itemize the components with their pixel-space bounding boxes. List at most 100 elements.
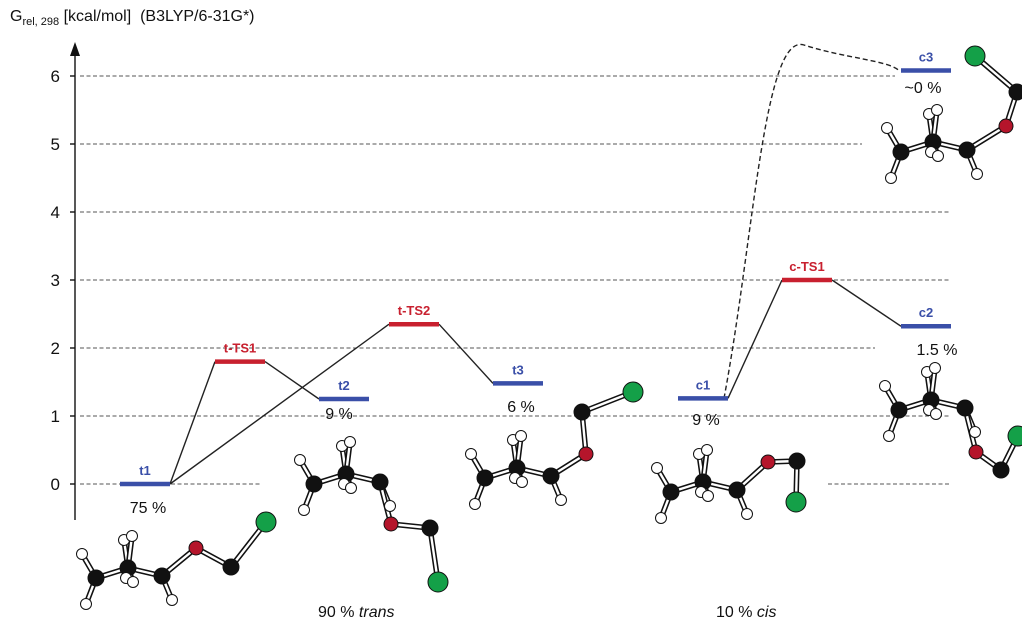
population-c3: ~0 % <box>905 80 942 97</box>
y-tick-label: 5 <box>51 135 60 154</box>
carbon-atom <box>728 481 746 499</box>
chlorine-atom <box>785 491 807 513</box>
oxygen-atom <box>998 118 1014 134</box>
state-label-c2: c2 <box>919 305 933 320</box>
oxygen-atom <box>188 540 204 556</box>
state-label-t3: t3 <box>512 362 524 377</box>
connector <box>264 361 320 400</box>
population-c1: 9 % <box>692 412 720 429</box>
hydrogen-atom <box>885 172 897 184</box>
carbon-atom <box>573 403 591 421</box>
state-label-tTS2: t-TS2 <box>398 303 431 318</box>
chlorine-atom <box>427 571 449 593</box>
carbon-atom <box>371 473 389 491</box>
state-label-tTS1: t-TS1 <box>224 341 257 356</box>
energy-levels: t1 75 % t-TS1 t2 9 % t-TS2 t3 6 % c1 9 % c-TS1 c2 1.… <box>120 50 957 517</box>
hydrogen-atom <box>469 498 481 510</box>
hydrogen-atom <box>344 436 356 448</box>
hydrogen-atom <box>126 530 138 542</box>
hydrogen-atom <box>651 462 663 474</box>
population-t3: 6 % <box>507 399 535 416</box>
carbon-atom <box>542 467 560 485</box>
oxygen-atom <box>383 516 399 532</box>
chlorine-atom <box>1007 425 1022 447</box>
chlorine-atom <box>964 45 986 67</box>
y-axis-title: Grel, 298 [kcal/mol] (B3LYP/6-31G*) <box>10 8 255 29</box>
y-tick-label: 1 <box>51 407 60 426</box>
carbon-atom <box>476 469 494 487</box>
hydrogen-atom <box>555 494 567 506</box>
hydrogen-atom <box>298 504 310 516</box>
hydrogen-atom <box>516 476 528 488</box>
oxygen-atom <box>578 446 594 462</box>
hydrogen-atom <box>881 122 893 134</box>
molecule-c3 <box>881 45 1022 184</box>
carbon-atom <box>958 141 976 159</box>
hydrogen-atom <box>931 104 943 116</box>
population-c2: 1.5 % <box>917 342 958 359</box>
hydrogen-atom <box>76 548 88 560</box>
state-label-c3: c3 <box>919 50 933 65</box>
carbon-atom <box>890 401 908 419</box>
state-label-t2: t2 <box>338 378 350 393</box>
carbon-atom <box>892 143 910 161</box>
carbon-atom <box>87 569 105 587</box>
chlorine-atom <box>622 381 644 403</box>
carbon-atom <box>956 399 974 417</box>
chlorine-atom <box>255 511 277 533</box>
hydrogen-atom <box>294 454 306 466</box>
molecule-c1 <box>651 444 807 524</box>
hydrogen-atom <box>702 490 714 502</box>
hydrogen-atom <box>969 426 981 438</box>
hydrogen-atom <box>883 430 895 442</box>
population-t1: 75 % <box>130 500 166 517</box>
molecule-t1 <box>76 511 277 610</box>
y-axis-arrow <box>70 42 80 56</box>
molecule-t3 <box>465 381 644 510</box>
state-label-cTS1: c-TS1 <box>789 259 824 274</box>
connectors <box>169 43 902 485</box>
connector <box>438 323 494 384</box>
connector <box>727 279 783 399</box>
hydrogen-atom <box>741 508 753 520</box>
population-t2: 9 % <box>325 406 353 423</box>
y-tick-label: 0 <box>51 475 60 494</box>
connector-dashed <box>723 43 900 399</box>
hydrogen-atom <box>166 594 178 606</box>
hydrogen-atom <box>127 576 139 588</box>
hydrogen-atom <box>971 168 983 180</box>
carbon-atom <box>305 475 323 493</box>
hydrogen-atom <box>930 408 942 420</box>
molecule-t2 <box>294 436 449 593</box>
carbon-atom <box>788 452 806 470</box>
carbon-atom <box>153 567 171 585</box>
oxygen-atom <box>760 454 776 470</box>
y-tick-label: 4 <box>51 203 60 222</box>
molecule-c2 <box>879 362 1022 479</box>
hydrogen-atom <box>80 598 92 610</box>
oxygen-atom <box>968 444 984 460</box>
hydrogen-atom <box>345 482 357 494</box>
hydrogen-atom <box>932 150 944 162</box>
y-tick-label: 2 <box>51 339 60 358</box>
connector <box>169 323 390 485</box>
hydrogen-atom <box>701 444 713 456</box>
state-label-t1: t1 <box>139 463 151 478</box>
state-label-c1: c1 <box>696 377 710 392</box>
carbon-atom <box>421 519 439 537</box>
cis-summary: 10 % cis <box>716 604 777 621</box>
hydrogen-atom <box>879 380 891 392</box>
hydrogen-atom <box>929 362 941 374</box>
y-tick-label: 3 <box>51 271 60 290</box>
carbon-atom <box>1008 83 1022 101</box>
hydrogen-atom <box>465 448 477 460</box>
y-tick-label: 6 <box>51 67 60 86</box>
connector <box>831 279 902 327</box>
hydrogen-atom <box>515 430 527 442</box>
carbon-atom <box>992 461 1010 479</box>
hydrogen-atom <box>655 512 667 524</box>
hydrogen-atom <box>384 500 396 512</box>
carbon-atom <box>222 558 240 576</box>
